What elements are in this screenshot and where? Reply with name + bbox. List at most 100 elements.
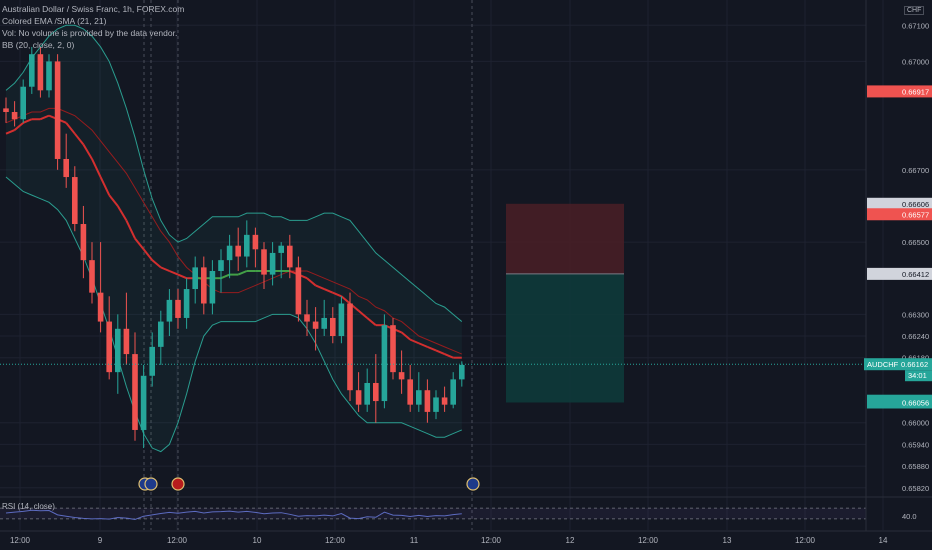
currency-label[interactable]: CHF <box>904 6 925 15</box>
price-tick-label: 0.65880 <box>902 462 929 471</box>
candle-body <box>80 224 87 261</box>
price-tag-bg <box>867 208 932 221</box>
time-tick-label: 10 <box>253 536 262 545</box>
price-tag-bg <box>867 85 932 98</box>
candle-body <box>166 299 173 322</box>
bb-upper-line <box>5 24 463 322</box>
candle-body <box>183 289 190 318</box>
price-tick-label: 0.67100 <box>902 21 929 30</box>
ema-segment <box>366 317 377 326</box>
ema-segment <box>237 270 248 276</box>
price-tag-label: 0.66412 <box>902 270 929 279</box>
rsi-axis-label: 40.0 <box>902 512 917 521</box>
candle-body <box>63 158 69 178</box>
candle-body <box>192 267 198 290</box>
ema-segment <box>169 270 179 276</box>
candle-body <box>140 375 147 430</box>
countdown-bg <box>905 370 932 382</box>
candle-body <box>398 372 405 380</box>
rsi-band <box>0 508 866 519</box>
price-tag-label: 0.66606 <box>902 200 929 209</box>
price-tick-label: 0.65940 <box>902 440 929 449</box>
candle-body <box>218 260 224 271</box>
ema-segment <box>91 158 102 178</box>
candle-body <box>261 249 267 275</box>
candle-body <box>433 397 439 412</box>
price-tick-label: 0.67000 <box>902 57 929 66</box>
ema-segment <box>323 288 334 294</box>
time-axis[interactable]: 12:00 9 12:00 10 12:00 11 12:00 12 12:00 13 12:00 1… <box>0 530 932 545</box>
time-tick-label: 11 <box>410 536 419 545</box>
symbol-tag-label: AUDCHF <box>867 360 899 369</box>
ema-legend[interactable]: Colored EMA /SMA (21, 21) <box>2 16 107 26</box>
event-icons[interactable] <box>138 477 480 491</box>
candle-body <box>72 177 78 225</box>
time-tick-label: 12 <box>566 536 575 545</box>
candle-body <box>424 390 431 412</box>
economic-event-icon <box>171 477 185 491</box>
candle-body <box>235 245 241 257</box>
ema-segment <box>332 291 342 298</box>
candle-body <box>450 379 456 405</box>
symbol-title[interactable]: Australian Dollar / Swiss Franc, 1h, FOR… <box>2 4 185 14</box>
rsi-line <box>5 509 462 520</box>
ema-segment <box>99 176 111 196</box>
ema-segment <box>357 309 368 319</box>
economic-event-icon <box>144 477 158 491</box>
bb-legend[interactable]: BB (20, close, 2, 0) <box>2 40 75 50</box>
candle-body <box>201 267 207 304</box>
ema-segment <box>134 237 145 250</box>
candle-body <box>158 321 164 347</box>
candle-body <box>11 112 18 120</box>
time-tick-label: 12:00 <box>167 536 188 545</box>
candle-body <box>287 245 293 268</box>
economic-event-icon <box>466 477 480 491</box>
candle-body <box>20 86 26 120</box>
candle-body <box>416 390 422 405</box>
time-tick-label: 14 <box>879 536 888 545</box>
ema-segment <box>160 266 170 272</box>
candle-body <box>355 390 362 405</box>
candle-body <box>295 267 302 315</box>
price-axis[interactable]: 0.67100 0.67000 0.66700 0.66500 0.66300 0.662… <box>864 0 932 531</box>
candle-body <box>459 364 465 380</box>
price-tick-label: 0.65820 <box>902 484 929 493</box>
short-position-tool[interactable] <box>506 203 624 403</box>
price-tag-bg <box>867 396 932 409</box>
ema-segment <box>220 273 230 280</box>
candle-body <box>89 260 95 293</box>
sma-line <box>5 107 462 355</box>
countdown-label: 34:01 <box>908 371 927 380</box>
current-price-bg <box>898 358 932 371</box>
price-tick-label: 0.66700 <box>902 166 929 175</box>
candle-body <box>46 61 52 91</box>
ema-segment <box>151 259 162 269</box>
candle-body <box>373 382 379 402</box>
ema-segment <box>306 277 317 287</box>
candle-body <box>29 54 35 87</box>
price-tick-label: 0.66180 <box>902 354 929 363</box>
price-tag-label: 0.66917 <box>902 87 929 96</box>
time-tick-label: 13 <box>723 536 732 545</box>
candle-body <box>407 379 413 405</box>
price-tick-label: 0.66300 <box>902 310 929 319</box>
rsi-legend[interactable]: RSI (14, close) <box>2 502 55 511</box>
candle-body <box>441 397 448 405</box>
candle-body <box>97 292 104 322</box>
candle-body <box>321 317 327 329</box>
time-tick-label: 12:00 <box>10 536 31 545</box>
volume-legend[interactable]: Vol: No volume is provided by the data v… <box>2 28 178 38</box>
ema-segment <box>427 345 437 352</box>
take-profit-zone <box>506 273 624 403</box>
time-tick-label: 12:00 <box>795 536 816 545</box>
symbol-tag-bg <box>864 358 898 371</box>
candlesticks <box>3 46 465 449</box>
candle-body <box>252 234 259 250</box>
candle-body <box>209 270 216 304</box>
candle-body <box>330 317 336 337</box>
price-tag-bg <box>867 267 932 280</box>
ema-segment <box>444 353 454 359</box>
ema-segment <box>340 295 351 305</box>
candle-body <box>244 234 250 257</box>
